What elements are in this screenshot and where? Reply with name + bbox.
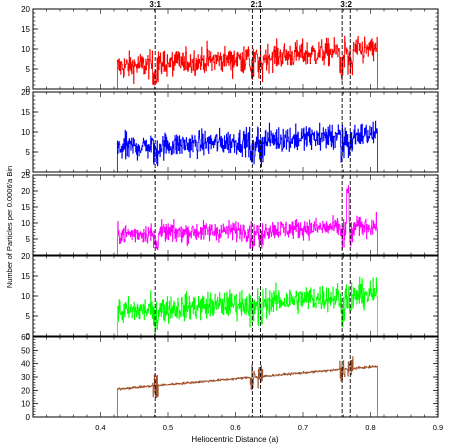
y-tick-label: 5 bbox=[26, 148, 31, 157]
panel-3: 5 10 15 20 25 bbox=[21, 171, 439, 256]
y-tick-label: 15 bbox=[21, 25, 30, 34]
x-tick-label: 0.4 bbox=[95, 423, 105, 432]
y-tick-label: 10 bbox=[21, 219, 30, 228]
y-tick-label: 20 bbox=[21, 88, 30, 97]
y-tick-label: 0 bbox=[26, 168, 31, 177]
y-tick-label: 30 bbox=[21, 373, 30, 382]
y-tick-label: 5 bbox=[26, 65, 31, 74]
series-line-1 bbox=[116, 35, 378, 89]
y-tick-label: 25 bbox=[21, 171, 30, 180]
y-tick-label: 40 bbox=[21, 360, 30, 369]
resonance-label: 3:1 bbox=[149, 0, 161, 9]
panel-1: 0 5 10 15 20 bbox=[21, 5, 439, 94]
x-tick-label: 0.6 bbox=[230, 423, 240, 432]
x-tick-label: 0.8 bbox=[365, 423, 375, 432]
x-tick-label: 0.9 bbox=[433, 423, 443, 432]
panel-2: 0 5 10 15 20 bbox=[21, 88, 439, 177]
series-line-3 bbox=[116, 185, 378, 255]
x-tick-label: 0.5 bbox=[163, 423, 173, 432]
x-axis-label: Heliocentric Distance (a) bbox=[191, 435, 278, 444]
y-tick-label: 20 bbox=[21, 5, 30, 14]
series-line-5 bbox=[116, 356, 378, 417]
x-axis: 0.4 0.5 0.6 0.7 0.8 0.9 bbox=[95, 423, 443, 432]
y-tick-label: 60 bbox=[21, 333, 30, 342]
y-tick-label: 20 bbox=[21, 187, 30, 196]
y-tick-label: 5 bbox=[26, 235, 31, 244]
y-tick-label: 10 bbox=[21, 292, 30, 301]
resonance-label: 2:1 bbox=[251, 0, 263, 9]
panel-5: 0 10 20 30 40 50 60 bbox=[21, 333, 439, 422]
resonance-labels: 3:1 2:1 3:2 bbox=[149, 0, 352, 9]
resonance-label: 3:2 bbox=[340, 0, 352, 9]
y-tick-label: 10 bbox=[21, 45, 30, 54]
y-tick-label: 0 bbox=[26, 85, 31, 94]
y-tick-label: 50 bbox=[21, 346, 30, 355]
series-line-2 bbox=[116, 120, 378, 172]
y-tick-label: 15 bbox=[21, 203, 30, 212]
y-tick-label: 15 bbox=[21, 272, 30, 281]
panel-4: 0 5 10 15 20 bbox=[21, 252, 439, 341]
series-line-4 bbox=[116, 276, 378, 336]
y-tick-label: 20 bbox=[21, 252, 30, 261]
y-tick-label: 0 bbox=[26, 413, 31, 422]
y-axis-label: Number of Particles per 0.0006'a Bin bbox=[5, 166, 14, 288]
panels: 0510152005101520510152025051015200102030… bbox=[21, 5, 439, 422]
y-tick-label: 10 bbox=[21, 400, 30, 409]
y-tick-label: 10 bbox=[21, 128, 30, 137]
x-tick-label: 0.7 bbox=[298, 423, 308, 432]
y-tick-label: 15 bbox=[21, 108, 30, 117]
y-tick-label: 5 bbox=[26, 312, 31, 321]
y-tick-label: 20 bbox=[21, 386, 30, 395]
y-tick-label: 0 bbox=[26, 332, 31, 341]
